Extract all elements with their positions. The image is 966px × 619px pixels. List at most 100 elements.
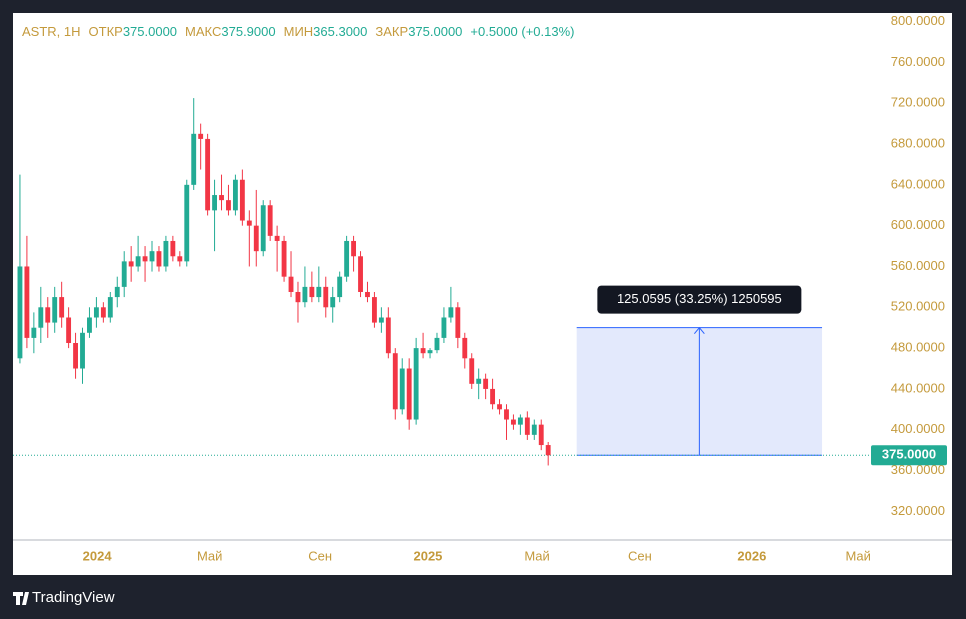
legend: ASTR, 1Н ОТКР375.0000 МАКС375.9000 МИН365.3…: [22, 24, 575, 39]
measure-arrowhead: [693, 326, 705, 334]
candle-body: [107, 297, 113, 318]
candle-body: [31, 327, 37, 338]
legend-label: ОТКР: [89, 24, 123, 39]
candle-body: [309, 286, 315, 298]
y-tick-label: 680.0000: [891, 135, 945, 150]
candle-body: [351, 240, 357, 257]
legend-label: МИН: [284, 24, 314, 39]
branding: TradingView: [32, 589, 115, 606]
y-tick-label: 720.0000: [891, 95, 945, 110]
y-tick-label: 520.0000: [891, 299, 945, 314]
measure-label-box: [597, 285, 802, 314]
candle-body: [517, 417, 523, 425]
y-tick-label: 600.0000: [891, 217, 945, 232]
candle-body: [358, 256, 363, 292]
y-tick-label: 440.0000: [891, 380, 945, 395]
candle-body: [205, 138, 211, 211]
candle-body: [378, 317, 384, 323]
y-tick-label: 320.0000: [891, 503, 945, 518]
candle-body: [232, 179, 238, 211]
candle-body: [226, 200, 231, 211]
y-tick-label: 360.0000: [891, 462, 945, 477]
candle-body: [545, 445, 551, 456]
candle-body: [434, 337, 440, 351]
candle-body: [371, 297, 377, 323]
candle-body: [73, 343, 78, 369]
x-tick-label: Май: [197, 548, 222, 563]
y-tick-label: 760.0000: [891, 54, 945, 69]
candle-body: [246, 220, 252, 226]
candle-body: [87, 317, 92, 333]
x-tick-label: 2024: [83, 548, 113, 563]
candle-body: [114, 286, 120, 298]
candle-body: [538, 424, 544, 446]
candle-body: [149, 251, 155, 262]
measure-label: 125.0595 (33.25%) 1250595: [617, 291, 782, 306]
candle-body: [17, 266, 23, 359]
candle-body: [212, 195, 217, 211]
candle-body: [288, 276, 294, 292]
y-tick-label: 400.0000: [891, 421, 945, 436]
candle-body: [135, 256, 141, 267]
candle-body: [420, 348, 426, 354]
legend-value: 375.0000: [123, 24, 177, 39]
candle-body: [295, 291, 301, 303]
candle-body: [462, 337, 468, 359]
candle-body: [504, 409, 509, 420]
y-tick-label: 640.0000: [891, 176, 945, 191]
legend-change: +0.5000 (+0.13%): [470, 24, 574, 39]
candle-body: [323, 286, 329, 308]
legend-label: ЗАКР: [375, 24, 408, 39]
y-tick-label: 560.0000: [891, 258, 945, 273]
candle-body: [511, 419, 516, 425]
legend-value: 375.0000: [408, 24, 462, 39]
candle-body: [483, 378, 489, 389]
candle-body: [399, 368, 405, 410]
x-tick-label: Сен: [308, 548, 332, 563]
candle-body: [469, 358, 475, 384]
y-tick-label: 480.0000: [891, 340, 945, 355]
candle-body: [260, 205, 266, 252]
candle-body: [448, 307, 454, 318]
candle-body: [490, 388, 496, 405]
x-tick-label: Сен: [628, 548, 652, 563]
logo: [13, 592, 29, 605]
candle-body: [170, 240, 176, 257]
candle-body: [406, 368, 412, 420]
y-tick-label: 800.0000: [891, 13, 945, 28]
candle-body: [267, 205, 273, 236]
candle-body: [59, 297, 65, 318]
candle-body: [337, 276, 343, 298]
chart-panel: [13, 13, 952, 575]
candle-body: [52, 297, 58, 323]
candle-body: [184, 184, 190, 262]
last-price-label: 375.0000: [882, 447, 936, 462]
candle-body: [365, 291, 370, 298]
candle-body: [385, 317, 391, 354]
candle-body: [219, 195, 224, 201]
candle-body: [93, 307, 99, 318]
candle-body: [281, 240, 287, 277]
logo-icon: [13, 592, 29, 605]
candle-body: [45, 307, 51, 323]
candle-body: [316, 286, 322, 298]
candle-body: [163, 240, 169, 267]
candle-body: [198, 133, 204, 139]
candle-body: [344, 240, 350, 277]
candle-body: [24, 266, 30, 338]
legend-text: ASTR, 1Н ОТКР375.0000 МАКС375.9000 МИН365.3…: [22, 24, 575, 39]
legend-value: 365.3000: [313, 24, 367, 39]
candle-body: [427, 350, 433, 354]
candle-body: [302, 286, 308, 303]
candle-body: [476, 378, 482, 384]
x-tick-label: Май: [845, 548, 870, 563]
candle-body: [413, 348, 419, 420]
candle-body: [121, 261, 127, 287]
x-tick-label: 2025: [413, 548, 442, 563]
candle-body: [531, 424, 537, 435]
candle-body: [253, 225, 259, 252]
candle-body: [142, 256, 148, 262]
candle-body: [392, 353, 398, 410]
legend-label: МАКС: [185, 24, 221, 39]
